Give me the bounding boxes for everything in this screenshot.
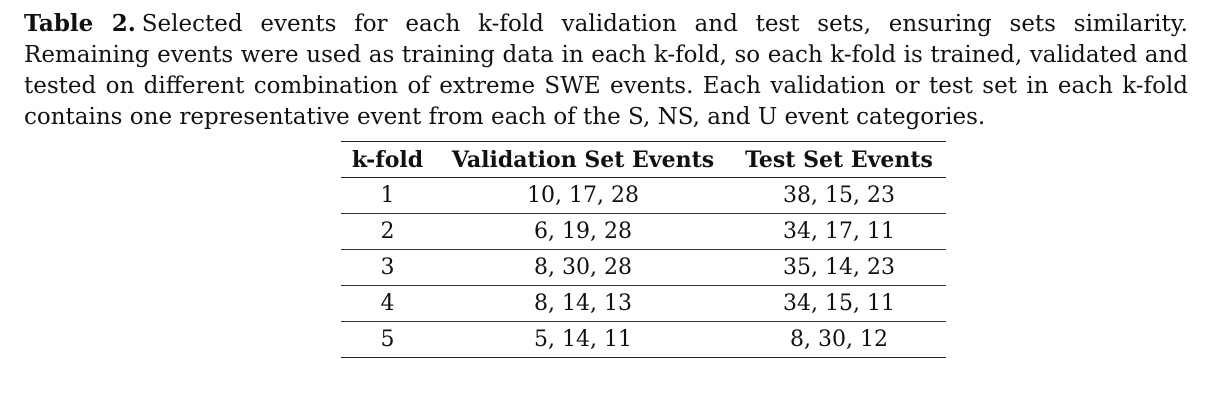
table-caption: Table 2. Selected events for each k-fold … <box>24 8 1188 133</box>
cell-kfold: 2 <box>341 213 434 250</box>
table-row: 3 8, 30, 28 35, 14, 23 <box>341 249 946 286</box>
caption-label: Table 2. <box>24 10 136 37</box>
header-validation-set-events: Validation Set Events <box>434 141 732 178</box>
table-container: k-fold Validation Set Events Test Set Ev… <box>341 141 946 358</box>
cell-kfold: 4 <box>341 285 434 322</box>
cell-test-events: 34, 17, 11 <box>732 213 946 250</box>
kfold-events-table: k-fold Validation Set Events Test Set Ev… <box>341 141 946 358</box>
cell-test-events: 34, 15, 11 <box>732 285 946 322</box>
cell-test-events: 38, 15, 23 <box>732 177 946 214</box>
cell-kfold: 5 <box>341 321 434 358</box>
cell-kfold: 1 <box>341 177 434 214</box>
cell-kfold: 3 <box>341 249 434 286</box>
table-header-row: k-fold Validation Set Events Test Set Ev… <box>341 141 946 178</box>
table-row: 1 10, 17, 28 38, 15, 23 <box>341 177 946 214</box>
cell-test-events: 8, 30, 12 <box>732 321 946 358</box>
header-kfold: k-fold <box>341 141 434 178</box>
cell-validation-events: 6, 19, 28 <box>434 213 732 250</box>
table-row: 4 8, 14, 13 34, 15, 11 <box>341 285 946 322</box>
cell-test-events: 35, 14, 23 <box>732 249 946 286</box>
cell-validation-events: 8, 14, 13 <box>434 285 732 322</box>
table-row: 2 6, 19, 28 34, 17, 11 <box>341 213 946 250</box>
cell-validation-events: 8, 30, 28 <box>434 249 732 286</box>
cell-validation-events: 5, 14, 11 <box>434 321 732 358</box>
cell-validation-events: 10, 17, 28 <box>434 177 732 214</box>
caption-text: Selected events for each k-fold validati… <box>24 11 1188 130</box>
table-row: 5 5, 14, 11 8, 30, 12 <box>341 321 946 358</box>
header-test-set-events: Test Set Events <box>732 141 946 178</box>
